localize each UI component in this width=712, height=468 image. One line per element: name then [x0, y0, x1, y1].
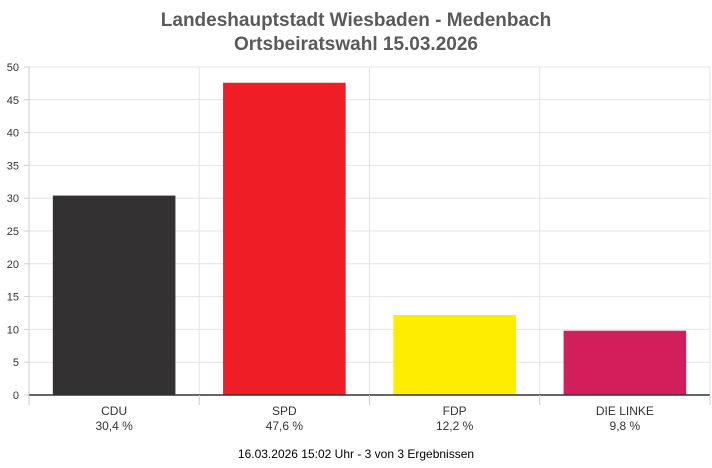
x-category-label: DIE LINKE	[596, 404, 654, 418]
y-tick-label: 30	[7, 193, 19, 205]
y-tick-label: 20	[7, 259, 19, 271]
chart-title: Landeshauptstadt Wiesbaden - Medenbach	[160, 10, 552, 31]
y-tick-label: 10	[7, 324, 19, 336]
y-tick-label: 40	[7, 128, 19, 140]
y-tick-label: 25	[7, 226, 19, 238]
x-value-label: 30,4 %	[95, 419, 133, 433]
bar-cdu	[52, 195, 176, 395]
bar-die-linke	[563, 330, 687, 395]
y-tick-label: 45	[7, 95, 19, 107]
y-tick-label: 15	[7, 292, 19, 304]
y-tick-label: 50	[7, 62, 19, 74]
x-value-label: 12,2 %	[436, 419, 474, 433]
y-tick-label: 0	[13, 390, 19, 402]
status-footer: 16.03.2026 15:02 Uhr - 3 von 3 Ergebniss…	[237, 447, 475, 461]
y-tick-label: 35	[7, 160, 19, 172]
chart-subtitle: Ortsbeiratswahl 15.03.2026	[234, 34, 478, 55]
x-category-label: SPD	[272, 404, 297, 418]
x-value-label: 47,6 %	[266, 419, 304, 433]
bar-fdp	[393, 314, 516, 395]
x-category-label: CDU	[101, 404, 127, 418]
bar-spd	[223, 82, 346, 395]
y-axis: 0 5 10 15 20 25 30 35 40 45 50	[7, 62, 30, 402]
x-category-label: FDP	[443, 404, 467, 418]
x-value-label: 9,8 %	[610, 419, 641, 433]
bars	[52, 82, 687, 395]
y-tick-label: 5	[13, 357, 19, 369]
